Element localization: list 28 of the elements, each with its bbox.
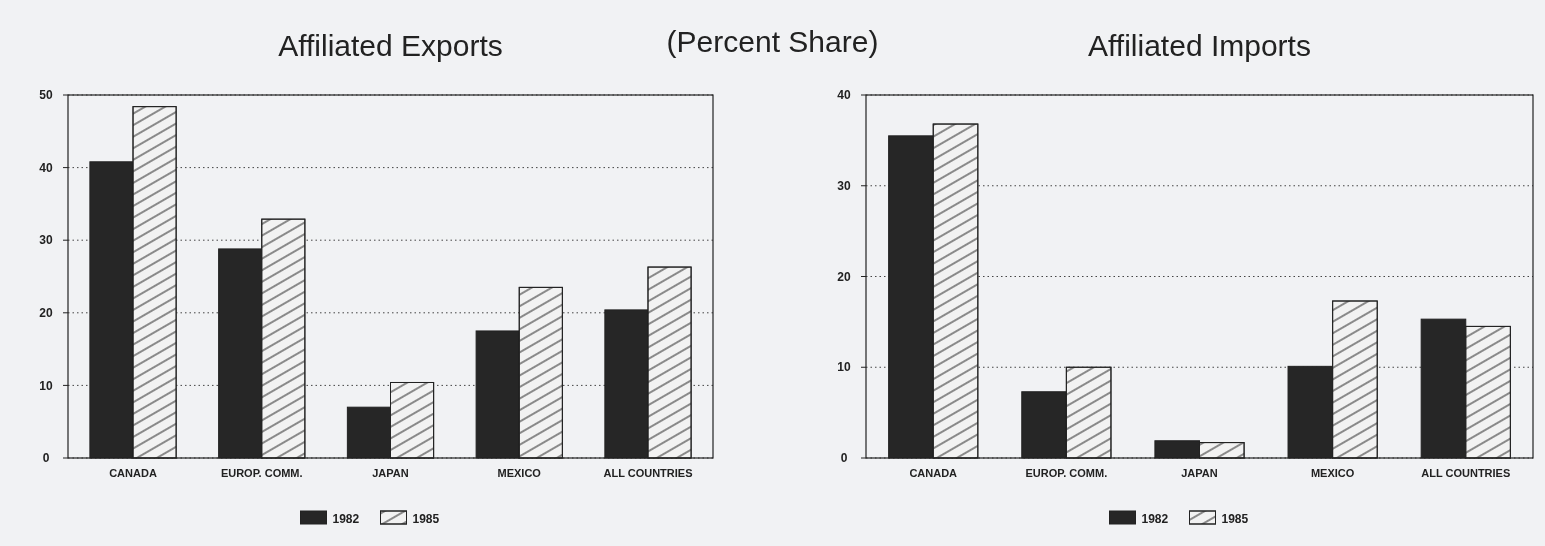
y-tick-label: 10 [39,378,53,393]
x-tick-label: EUROP. COMM. [1025,467,1108,479]
x-tick-label: MEXICO [1310,467,1355,479]
chart-title: Affiliated Imports [1088,29,1311,62]
x-tick-label: CANADA [909,467,958,479]
x-tick-label: JAPAN [1181,467,1218,479]
y-tick-label: 40 [837,88,851,103]
y-tick-label: 10 [837,360,851,375]
y-tick-label: 30 [39,233,53,248]
y-tick-label: 20 [39,306,53,320]
y-tick-label: 50 [39,88,53,103]
legend-label: 1985 [412,512,440,526]
x-tick-label: MEXICO [497,467,542,479]
legend-label: 1982 [1141,512,1169,526]
x-tick-label: ALL COUNTRIES [1421,467,1511,479]
x-tick-label: ALL COUNTRIES [603,467,693,479]
y-tick-label: 20 [837,269,851,284]
x-tick-label: EUROP. COMM. [220,467,303,479]
y-tick-label: 30 [837,178,851,193]
legend-label: 1985 [1221,512,1249,526]
x-tick-label: JAPAN [372,467,409,479]
y-tick-label: 0 [840,451,848,466]
y-tick-label: 40 [39,160,53,175]
chart-title: Affiliated Exports [278,29,503,62]
legend-label: 1982 [332,512,360,526]
x-tick-label: CANADA [109,467,157,479]
chart-subtitle: (Percent Share) [666,25,879,58]
y-tick-label: 0 [42,451,50,466]
